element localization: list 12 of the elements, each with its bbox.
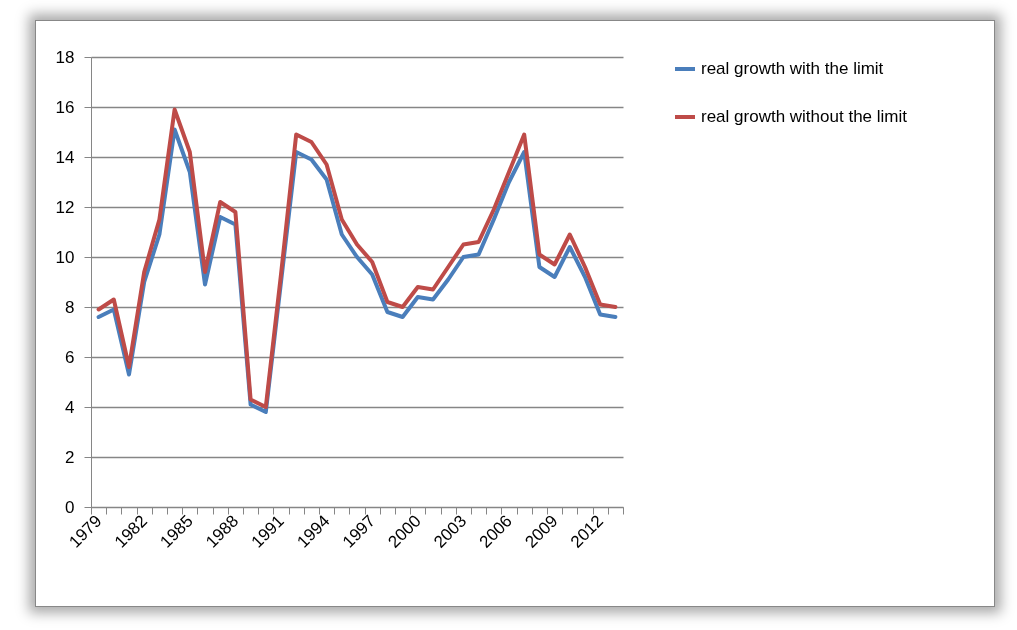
- y-tick-label: 10: [55, 247, 75, 267]
- y-tick-label: 0: [65, 497, 75, 517]
- y-tick-label: 16: [55, 97, 75, 117]
- y-tick-label: 14: [55, 147, 75, 167]
- y-tick-label: 8: [65, 297, 75, 317]
- y-tick-label: 18: [55, 47, 75, 67]
- y-tick-label: 6: [65, 347, 75, 367]
- legend-label: real growth without the limit: [701, 107, 908, 126]
- y-tick-label: 2: [65, 447, 75, 467]
- y-tick-label: 4: [65, 397, 75, 417]
- legend-label: real growth with the limit: [701, 59, 884, 78]
- y-tick-label: 12: [55, 197, 75, 217]
